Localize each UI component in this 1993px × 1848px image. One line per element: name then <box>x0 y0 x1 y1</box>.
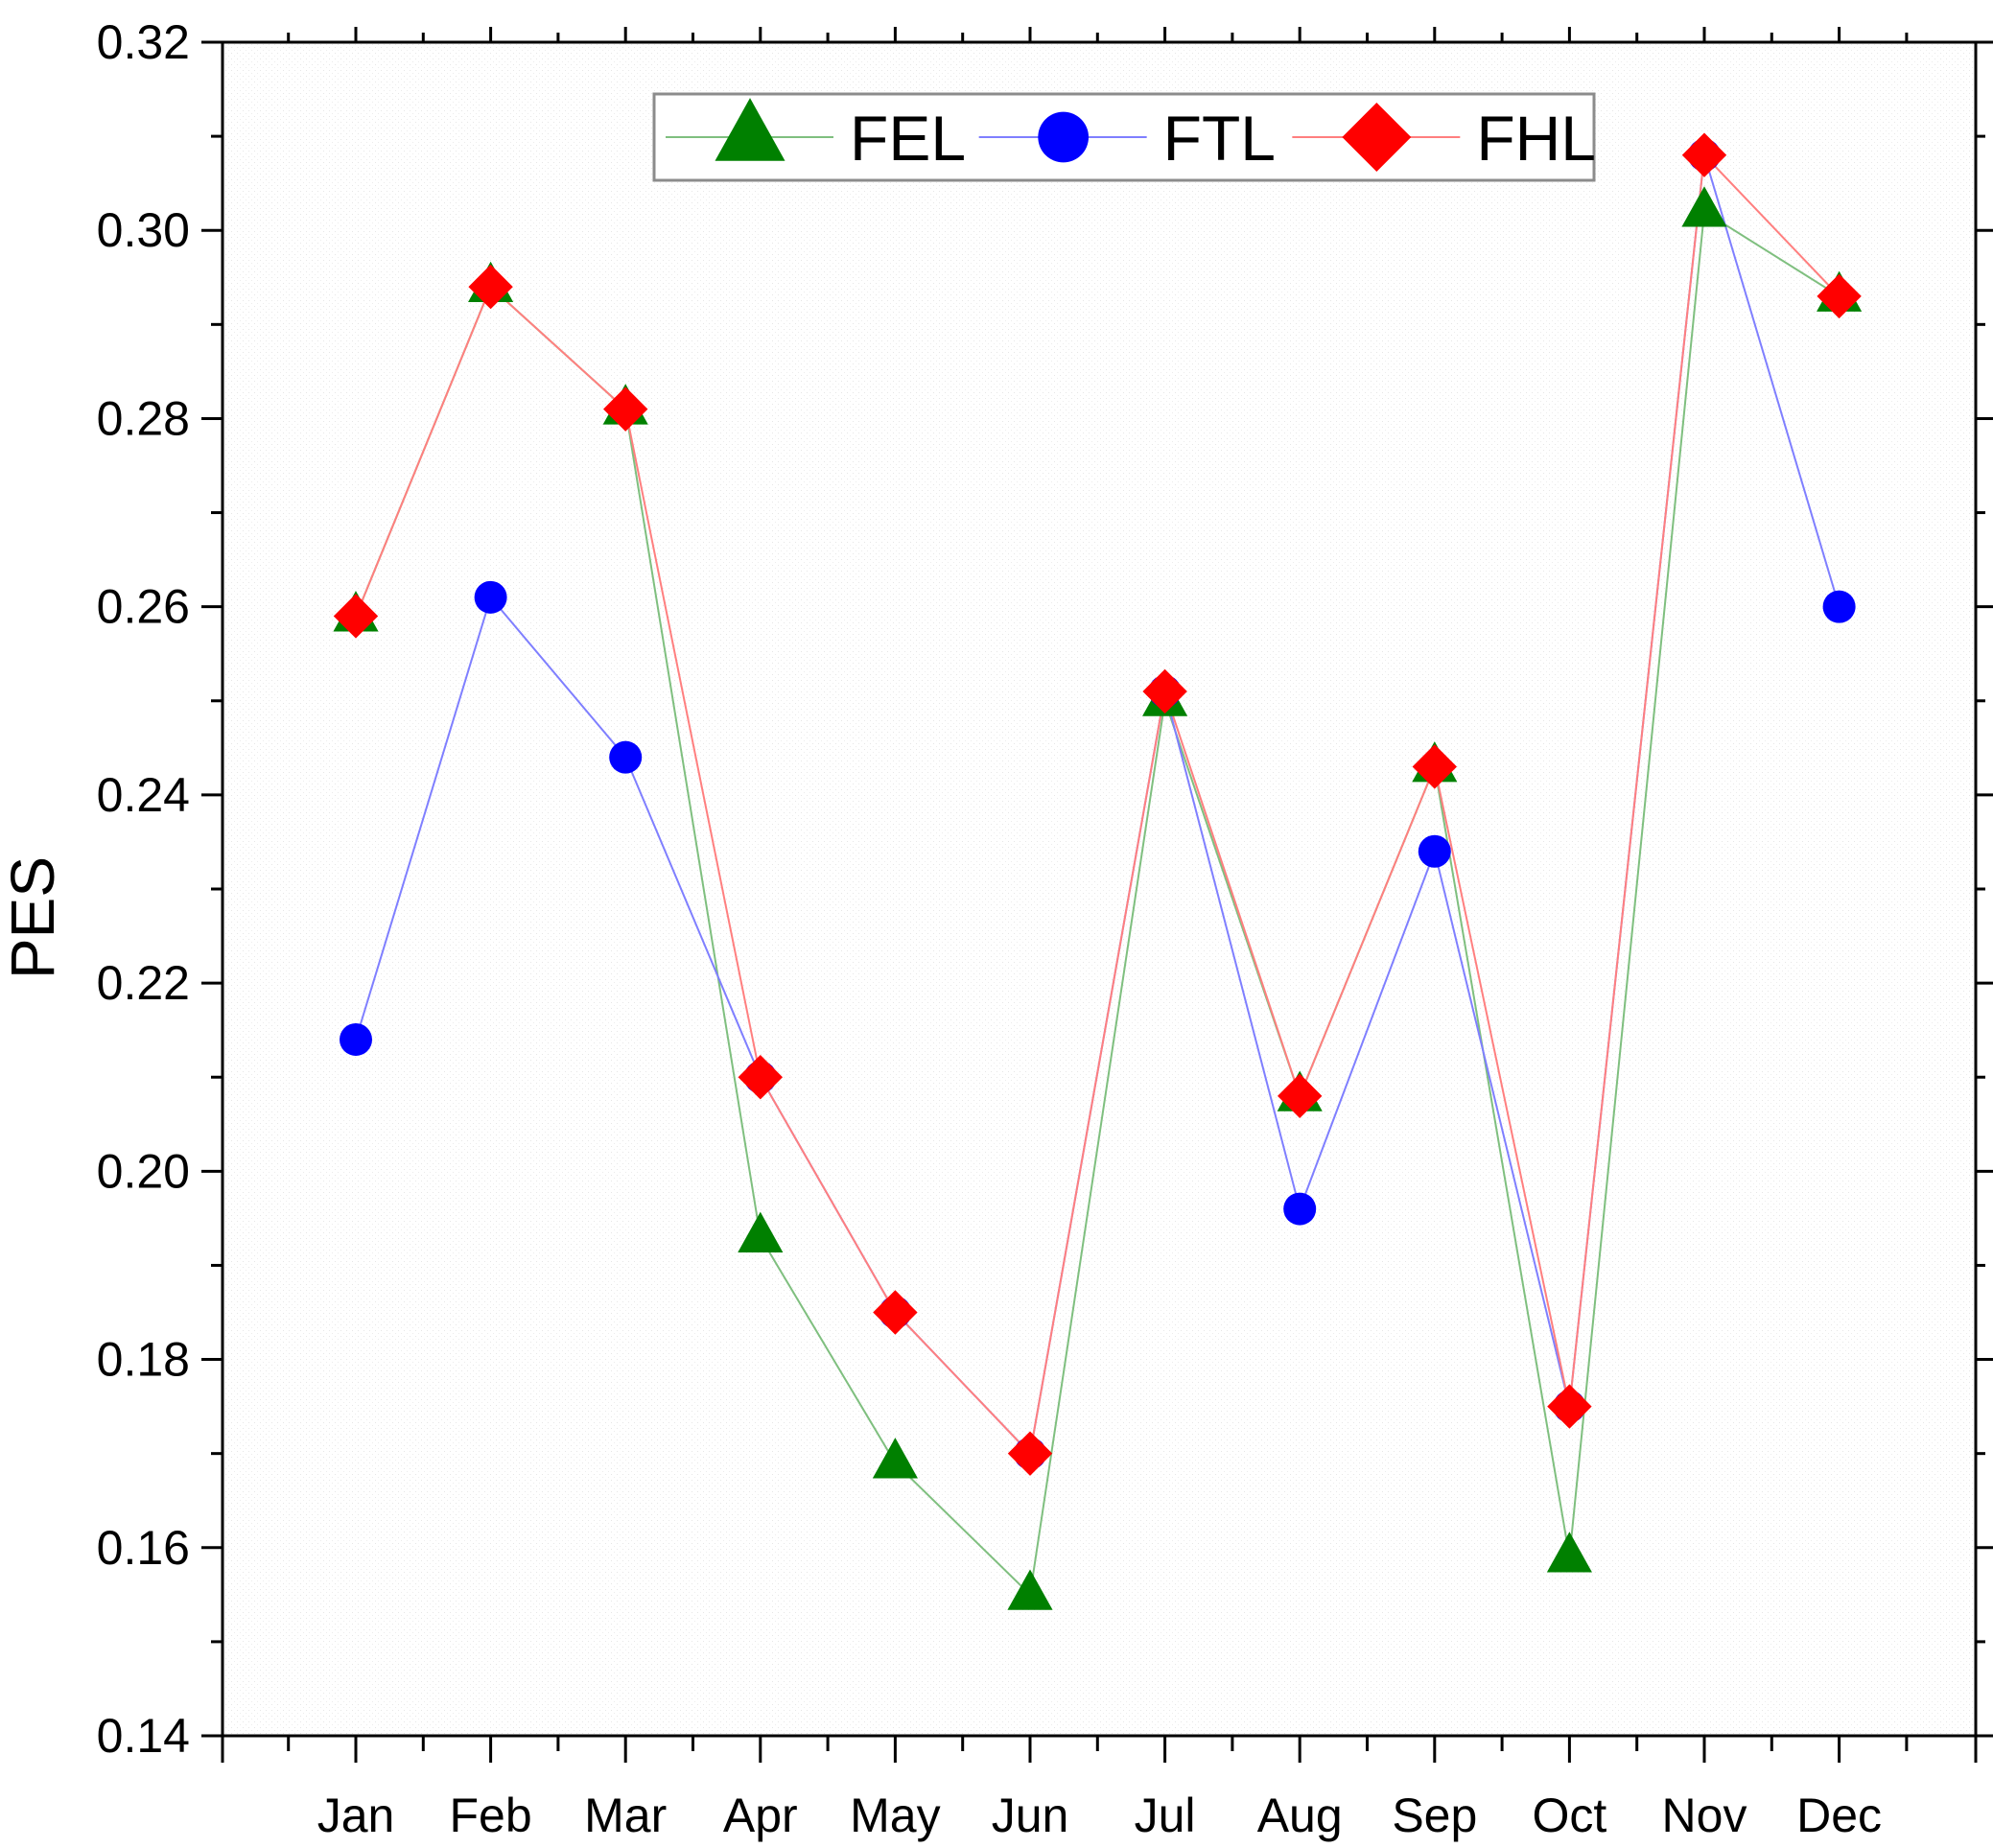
y-tick-label: 0.26 <box>97 580 190 634</box>
data-point-fhl-jan <box>333 594 379 639</box>
plot-area <box>223 42 1976 1736</box>
y-tick-label: 0.30 <box>97 203 190 257</box>
x-tick-label: Jul <box>1135 1789 1196 1842</box>
data-point-ftl-jan <box>340 1022 372 1056</box>
y-tick-label: 0.20 <box>97 1144 190 1198</box>
data-point-ftl-aug <box>1283 1192 1317 1226</box>
x-tick-label: Sep <box>1392 1789 1477 1842</box>
y-tick-label: 0.24 <box>97 768 190 822</box>
x-tick-label: Aug <box>1257 1789 1343 1842</box>
data-point-ftl-sep <box>1418 834 1451 868</box>
data-point-ftl-mar <box>609 740 643 774</box>
y-tick-label: 0.14 <box>97 1709 190 1763</box>
y-tick-label: 0.22 <box>97 956 190 1010</box>
data-point-fhl-feb <box>468 264 513 310</box>
data-point-fel-oct <box>1546 1532 1592 1573</box>
legend-marker-ftl <box>1038 111 1090 163</box>
data-point-ftl-dec <box>1822 590 1856 623</box>
data-point-fhl-sep <box>1412 744 1457 789</box>
y-tick-label: 0.28 <box>97 391 190 445</box>
x-tick-label: Apr <box>723 1789 798 1842</box>
x-tick-label: Jan <box>317 1789 395 1842</box>
x-tick-label: Jun <box>992 1789 1069 1842</box>
x-tick-label: Oct <box>1533 1789 1607 1842</box>
data-point-fhl-oct <box>1547 1384 1592 1429</box>
data-point-fel-nov <box>1681 186 1727 227</box>
y-tick-label: 0.16 <box>97 1521 190 1575</box>
x-tick-label: Feb <box>450 1789 532 1842</box>
legend-label-ftl: FTL <box>1163 103 1276 174</box>
data-point-fhl-dec <box>1817 273 1862 319</box>
legend-marker-fel <box>715 98 785 161</box>
data-point-fel-may <box>872 1438 918 1479</box>
data-point-fhl-apr <box>738 1055 783 1100</box>
data-point-fel-apr <box>738 1211 784 1252</box>
x-tick-label: Mar <box>584 1789 667 1842</box>
data-point-fhl-jun <box>1007 1431 1053 1476</box>
legend-label-fhl: FHL <box>1476 103 1596 174</box>
data-point-fhl-aug <box>1278 1073 1323 1119</box>
x-tick-label: Nov <box>1662 1789 1747 1842</box>
y-axis-title: PES <box>0 856 67 979</box>
legend-marker-fhl <box>1342 103 1412 172</box>
data-point-fel-jun <box>1007 1569 1053 1610</box>
data-point-ftl-feb <box>474 580 507 614</box>
data-point-fhl-may <box>873 1290 918 1335</box>
legend-label-fel: FEL <box>850 103 966 174</box>
x-tick-label: Dec <box>1796 1789 1882 1842</box>
x-tick-label: May <box>850 1789 940 1842</box>
y-tick-label: 0.18 <box>97 1333 190 1387</box>
data-point-fhl-jul <box>1142 668 1187 714</box>
data-point-fhl-nov <box>1681 132 1727 177</box>
data-point-fhl-mar <box>603 386 648 432</box>
series-line-fhl <box>355 152 1841 1456</box>
y-tick-label: 0.32 <box>97 15 190 69</box>
